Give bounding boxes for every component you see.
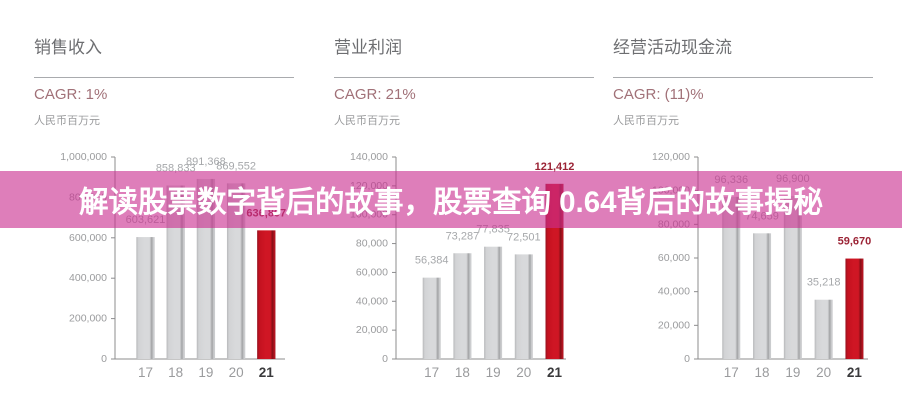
svg-text:600,000: 600,000 (69, 232, 107, 244)
svg-text:72,501: 72,501 (507, 231, 541, 243)
svg-text:20: 20 (516, 365, 531, 380)
svg-text:0: 0 (684, 353, 690, 365)
svg-text:21: 21 (547, 365, 563, 380)
svg-text:60,000: 60,000 (658, 252, 690, 264)
svg-text:120,000: 120,000 (652, 151, 690, 163)
svg-text:1,000,000: 1,000,000 (60, 151, 107, 163)
svg-text:0: 0 (101, 353, 107, 365)
svg-text:40,000: 40,000 (356, 295, 388, 307)
svg-text:18: 18 (755, 365, 770, 380)
svg-text:56,384: 56,384 (415, 255, 449, 267)
svg-text:18: 18 (455, 365, 470, 380)
svg-text:20: 20 (816, 365, 831, 380)
svg-text:17: 17 (138, 365, 153, 380)
svg-text:21: 21 (259, 365, 275, 380)
svg-text:59,670: 59,670 (838, 236, 872, 248)
svg-text:200,000: 200,000 (69, 313, 107, 325)
svg-text:0: 0 (382, 353, 388, 365)
svg-text:17: 17 (424, 365, 439, 380)
svg-text:19: 19 (785, 365, 800, 380)
svg-text:60,000: 60,000 (356, 266, 388, 278)
svg-text:20: 20 (229, 365, 244, 380)
svg-text:17: 17 (724, 365, 739, 380)
svg-text:40,000: 40,000 (658, 286, 690, 298)
svg-text:140,000: 140,000 (350, 151, 388, 163)
svg-text:21: 21 (847, 365, 863, 380)
svg-text:19: 19 (486, 365, 501, 380)
svg-text:19: 19 (198, 365, 213, 380)
svg-text:18: 18 (168, 365, 183, 380)
svg-text:20,000: 20,000 (356, 324, 388, 336)
svg-text:400,000: 400,000 (69, 272, 107, 284)
svg-text:73,287: 73,287 (446, 230, 480, 242)
svg-text:20,000: 20,000 (658, 319, 690, 331)
svg-text:80,000: 80,000 (356, 238, 388, 250)
svg-text:35,218: 35,218 (807, 277, 841, 289)
